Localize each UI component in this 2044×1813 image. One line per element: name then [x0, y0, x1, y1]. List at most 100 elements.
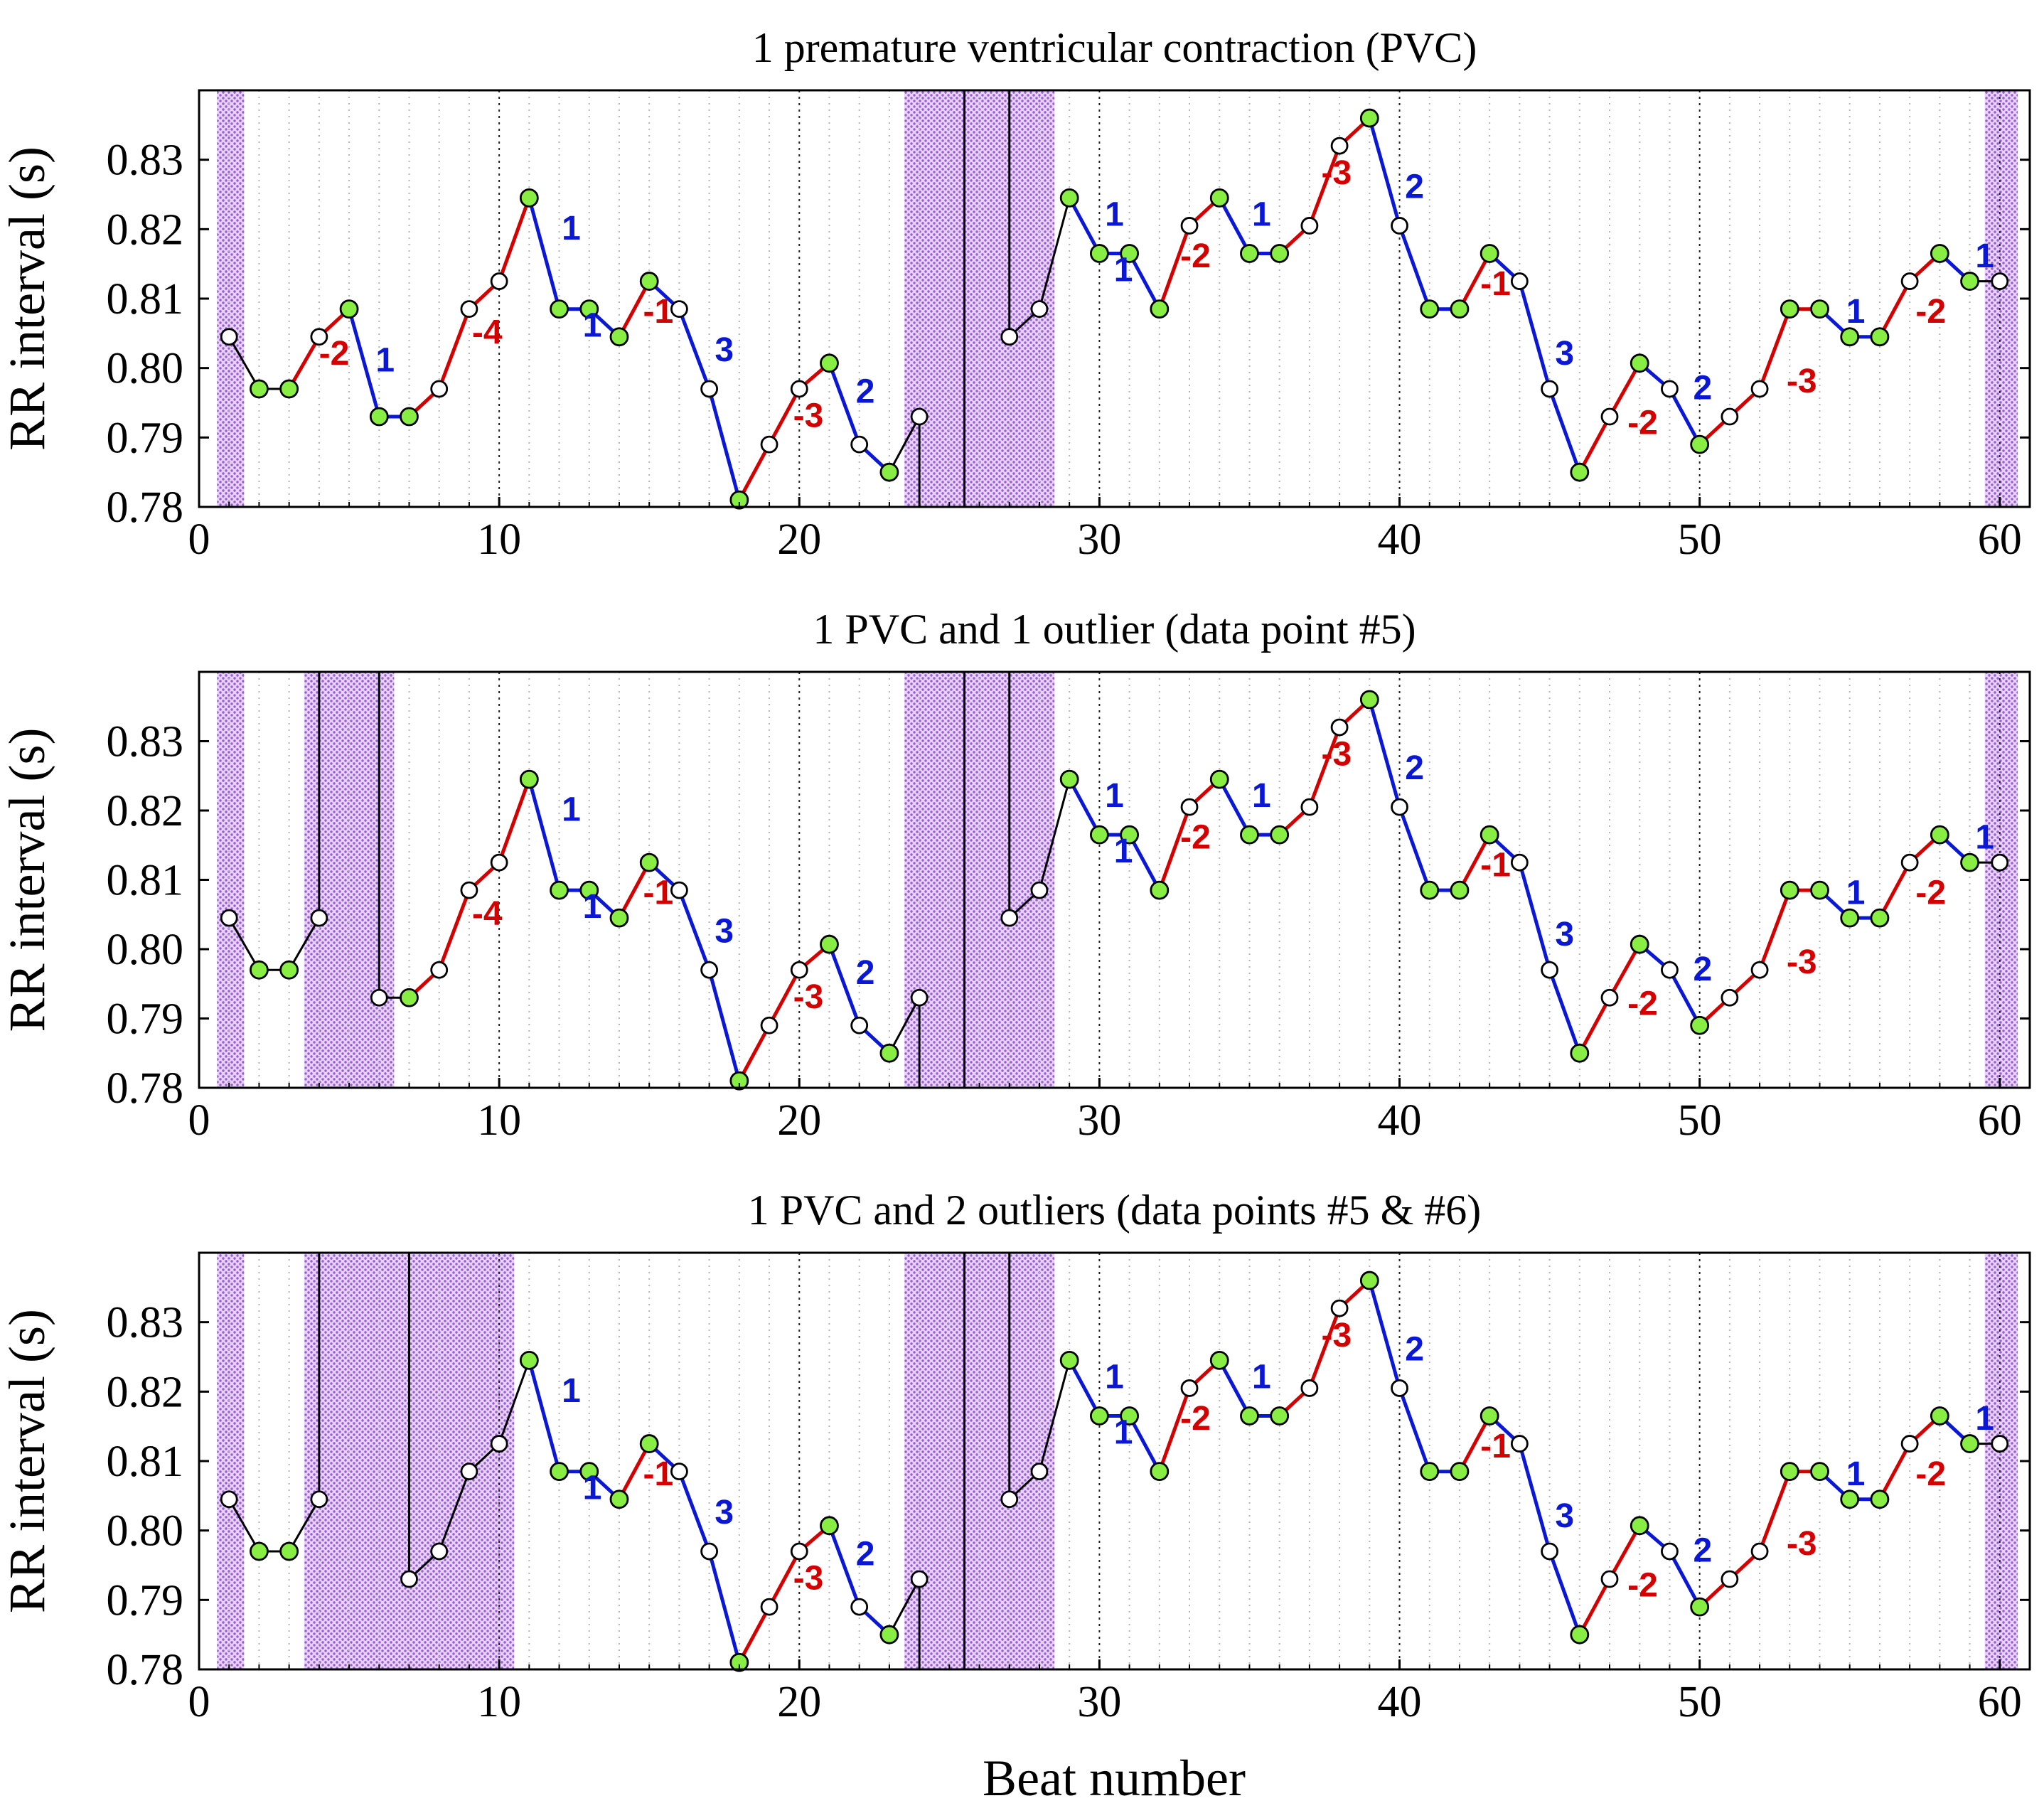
series-segment-inc — [617, 861, 651, 919]
segment-annotation: -1 — [1480, 847, 1511, 884]
segment-annotation: -2 — [1915, 875, 1946, 912]
segment-annotation: 1 — [1105, 1358, 1124, 1396]
segment-annotation: 3 — [715, 1494, 734, 1531]
y-tick-label: 0.78 — [107, 1646, 184, 1694]
data-point-marker — [1300, 798, 1319, 816]
y-tick-label: 0.83 — [107, 137, 184, 185]
turning-point-marker — [1810, 880, 1829, 900]
turning-point-marker — [1840, 908, 1860, 928]
turning-point-marker — [1960, 852, 1979, 872]
segment-annotation: 1 — [562, 210, 581, 247]
segment-annotation: -4 — [472, 895, 503, 933]
turning-point-marker — [550, 299, 569, 319]
turning-point-marker — [1209, 769, 1229, 789]
segment-annotation: 2 — [1693, 1532, 1713, 1570]
data-point-marker — [490, 272, 508, 290]
segment-annotation: 1 — [1975, 819, 1994, 857]
turning-point-marker — [1960, 1434, 1979, 1453]
turning-point-marker — [1930, 825, 1949, 845]
data-point-marker — [700, 380, 719, 398]
data-point-marker — [1330, 1299, 1349, 1317]
data-point-marker — [700, 1542, 719, 1561]
segment-annotation: 1 — [1105, 777, 1124, 815]
data-point-marker — [910, 407, 929, 426]
x-tick-label: 60 — [1978, 1096, 2022, 1145]
x-tick-label: 10 — [477, 515, 521, 564]
segment-annotation: -2 — [1180, 819, 1211, 857]
turning-point-marker — [1450, 299, 1470, 319]
segment-annotation: 1 — [1252, 196, 1271, 233]
segment-annotation: 1 — [1252, 777, 1271, 815]
data-point-marker — [700, 961, 719, 979]
data-point-marker — [1541, 380, 1558, 398]
shaded-region — [217, 1253, 245, 1669]
turning-point-marker — [1120, 825, 1140, 845]
series-segment-dec — [1488, 252, 1582, 474]
turning-point-marker — [1870, 327, 1890, 347]
data-point-marker — [1600, 1570, 1619, 1588]
turning-point-marker — [1270, 825, 1290, 845]
x-tick-label: 50 — [1678, 1096, 1722, 1145]
data-point-marker — [400, 1570, 418, 1588]
series-segment-dec — [527, 197, 621, 338]
y-tick-label: 0.83 — [107, 1299, 184, 1347]
segment-annotation: 3 — [1555, 1497, 1574, 1535]
series-segment-other — [888, 997, 921, 1054]
segment-annotation: -1 — [643, 293, 674, 331]
turning-point-marker — [1480, 244, 1499, 263]
turning-point-marker — [1420, 880, 1440, 900]
series-segment-dec — [1488, 1414, 1582, 1636]
y-tick-label: 0.82 — [107, 205, 184, 254]
turning-point-marker — [1240, 244, 1259, 263]
series-segment-inc — [1278, 1279, 1371, 1418]
data-point-marker — [670, 881, 688, 899]
shaded-region — [904, 672, 1055, 1088]
segment-annotation: -2 — [1627, 1566, 1658, 1604]
turning-point-marker — [1870, 908, 1890, 928]
turning-point-marker — [279, 379, 299, 399]
chart-title: 1 premature ventricular contraction (PVC… — [752, 24, 1477, 71]
series-segment-dec — [1068, 197, 1162, 310]
turning-point-marker — [1120, 244, 1140, 263]
turning-point-marker — [369, 407, 389, 427]
series-segment-dec — [1068, 1359, 1162, 1472]
turning-point-marker — [729, 1071, 749, 1091]
turning-point-marker — [250, 1541, 269, 1561]
turning-point-marker — [639, 852, 659, 872]
turning-point-marker — [1059, 1350, 1079, 1370]
y-tick-label: 0.82 — [107, 787, 184, 835]
turning-point-marker — [1120, 1406, 1140, 1426]
data-point-marker — [310, 909, 328, 927]
segment-annotation: -1 — [643, 875, 674, 912]
turning-point-marker — [609, 908, 629, 928]
data-point-marker — [1541, 1542, 1558, 1561]
segment-annotation: 1 — [583, 1470, 602, 1507]
segment-annotation: -2 — [1180, 237, 1211, 275]
segment-annotation: 1 — [1114, 252, 1133, 289]
turning-point-marker — [1089, 1406, 1109, 1426]
segment-annotation: -1 — [1480, 265, 1511, 303]
series-segment-inc — [1278, 117, 1371, 255]
turning-point-marker — [250, 379, 269, 399]
turning-point-marker — [820, 1516, 839, 1536]
turning-point-marker — [1209, 1350, 1229, 1370]
data-point-marker — [460, 300, 478, 319]
y-axis-label: RR interval (s) — [0, 1309, 55, 1613]
turning-point-marker — [279, 960, 299, 980]
y-tick-label: 0.79 — [107, 1576, 184, 1625]
data-point-marker — [220, 328, 238, 346]
data-point-marker — [1300, 1379, 1319, 1397]
turning-point-marker — [1780, 1462, 1799, 1482]
segment-annotation: 2 — [856, 954, 875, 992]
turning-point-marker — [1810, 1462, 1829, 1482]
data-point-marker — [1600, 988, 1619, 1007]
data-point-marker — [1000, 1490, 1019, 1509]
segment-annotation: -2 — [319, 335, 350, 373]
data-point-marker — [1180, 798, 1199, 816]
series-segment-other — [288, 1498, 321, 1552]
turning-point-marker — [879, 1625, 899, 1644]
turning-point-marker — [1240, 825, 1259, 845]
y-tick-label: 0.82 — [107, 1368, 184, 1416]
